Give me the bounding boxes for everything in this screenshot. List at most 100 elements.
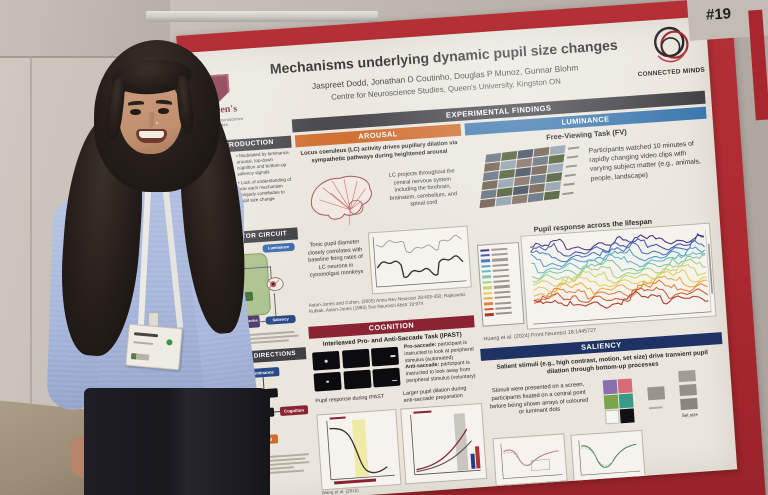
cognition-note: Larger pupil dilation during anti-saccad… bbox=[402, 385, 467, 405]
person-nose-shadow bbox=[147, 112, 154, 128]
arousal-citation: Aston-Jones and Cohen, (2005) Annu Rev N… bbox=[308, 291, 467, 314]
task-panel bbox=[312, 350, 341, 371]
video-thumbnail bbox=[511, 194, 528, 205]
fixation-dot bbox=[324, 359, 328, 363]
saliency-luminant-response-plot bbox=[570, 429, 646, 483]
ipast-plot-label: Pupil response during IPAST bbox=[315, 393, 385, 405]
arousal-tonic-caption: Tonic pupil diameter closely correlates … bbox=[307, 239, 364, 279]
lifespan-pupil-plot bbox=[520, 222, 717, 330]
text-line bbox=[566, 155, 579, 159]
text-line bbox=[493, 279, 510, 283]
stimulus-dash bbox=[390, 354, 396, 357]
video-thumbnail bbox=[495, 196, 512, 207]
text-line bbox=[491, 247, 508, 251]
introduction-bullet-1: • Modulated by luminance, arousal, top-d… bbox=[235, 149, 291, 177]
text-line bbox=[491, 258, 509, 262]
connected-minds-logo-label: CONNECTED MINDS bbox=[637, 66, 706, 79]
legend-swatch bbox=[484, 313, 494, 317]
task-panel bbox=[370, 346, 400, 367]
brain-illustration bbox=[310, 175, 372, 225]
whiteboard-rail bbox=[146, 11, 378, 22]
person-right-eye bbox=[158, 108, 169, 114]
text-line bbox=[494, 295, 511, 300]
video-thumbnail bbox=[479, 198, 496, 209]
cognition-body: Pro-saccade: participant is instructed t… bbox=[404, 339, 479, 384]
text-line bbox=[491, 252, 508, 257]
stimulus-swatch bbox=[617, 378, 633, 394]
wall-seam-vertical bbox=[30, 0, 32, 420]
legend-swatch bbox=[480, 253, 490, 257]
video-thumbnail bbox=[527, 192, 544, 203]
badge-status-dot bbox=[166, 339, 173, 346]
text-line bbox=[495, 306, 512, 310]
text-line bbox=[564, 173, 576, 177]
stimulus-swatch bbox=[603, 394, 619, 410]
video-clip-montage bbox=[478, 142, 586, 217]
stimulus-swatch bbox=[602, 379, 618, 395]
task-panel bbox=[342, 369, 372, 390]
introduction-bullets: • Modulated by luminance, arousal, top-d… bbox=[236, 150, 295, 205]
premotor-circuit-diagram: Luminance Superior Colliculus Saliency bbox=[207, 242, 306, 348]
ipast-task-panels bbox=[312, 346, 403, 393]
eye-icon bbox=[266, 277, 284, 291]
task-panel bbox=[341, 348, 370, 369]
legend-swatch bbox=[482, 286, 492, 290]
task-panel bbox=[372, 367, 401, 387]
luminance-body: Participants watched 10 minutes of rapid… bbox=[588, 140, 701, 183]
legend-swatch bbox=[481, 270, 491, 274]
text-line bbox=[648, 405, 663, 410]
person-teeth bbox=[139, 131, 164, 138]
person-mouth-smile bbox=[136, 129, 167, 143]
text-line bbox=[495, 311, 512, 316]
legend-swatch bbox=[482, 275, 492, 279]
legend-swatch bbox=[484, 307, 494, 311]
connected-minds-logo-icon bbox=[654, 26, 689, 63]
text-line bbox=[493, 274, 510, 278]
legend-swatch bbox=[482, 280, 492, 284]
video-thumbnail bbox=[543, 190, 560, 201]
ipast-pupil-plot bbox=[316, 408, 402, 491]
premotor-wire bbox=[257, 320, 266, 323]
legend-swatch bbox=[480, 259, 491, 263]
colour-stimulus-grid bbox=[602, 378, 636, 425]
flow-wire bbox=[262, 377, 265, 390]
stimulus-swatch bbox=[619, 408, 635, 424]
name-badge bbox=[125, 323, 183, 371]
set-size-label: Set size bbox=[681, 411, 699, 419]
text-line bbox=[567, 146, 580, 150]
anti-saccade-preparation-plot bbox=[400, 402, 488, 485]
set-size-column: Set size bbox=[678, 370, 699, 418]
stimulus-dash bbox=[392, 379, 398, 382]
saliency-colour-response-plot bbox=[492, 433, 568, 487]
text-line bbox=[133, 340, 154, 346]
premotor-chip-luminance: Luminance bbox=[262, 242, 295, 253]
text-line bbox=[493, 285, 510, 289]
premotor-wire bbox=[273, 293, 277, 318]
luminant-stimulus-square bbox=[647, 386, 666, 401]
set-size-square bbox=[679, 383, 697, 397]
room-tag: #19 bbox=[705, 5, 732, 24]
saliency-body: Stimuli were presented on a screen, part… bbox=[489, 381, 589, 416]
text-line bbox=[565, 164, 578, 168]
fixation-dot bbox=[325, 380, 329, 383]
text-line bbox=[492, 268, 509, 273]
legend-swatch bbox=[483, 296, 493, 300]
badge-name-line bbox=[133, 332, 159, 338]
person-left-eye bbox=[130, 109, 141, 115]
tonic-firing-plot bbox=[367, 225, 472, 295]
legend-swatch bbox=[483, 302, 494, 306]
stimulus-swatch bbox=[618, 393, 634, 409]
introduction-bullet-2: • Lack of understanding of how each mech… bbox=[237, 176, 292, 204]
legend-row bbox=[484, 310, 521, 318]
arousal-brain-caption: LC projects throughout the central nervo… bbox=[388, 168, 458, 208]
text-line bbox=[494, 290, 511, 294]
premotor-chip-saliency: Saliency bbox=[265, 314, 296, 325]
person-pants bbox=[84, 388, 270, 495]
flow-box-cognition: Cognition bbox=[279, 405, 309, 417]
wall-seam-horizontal bbox=[0, 56, 170, 58]
badge-logo-mark bbox=[130, 353, 150, 361]
research-poster: Queen's Centre for Neuroscience Studies … bbox=[186, 16, 738, 495]
set-size-square bbox=[678, 370, 696, 383]
text-line bbox=[492, 263, 509, 267]
